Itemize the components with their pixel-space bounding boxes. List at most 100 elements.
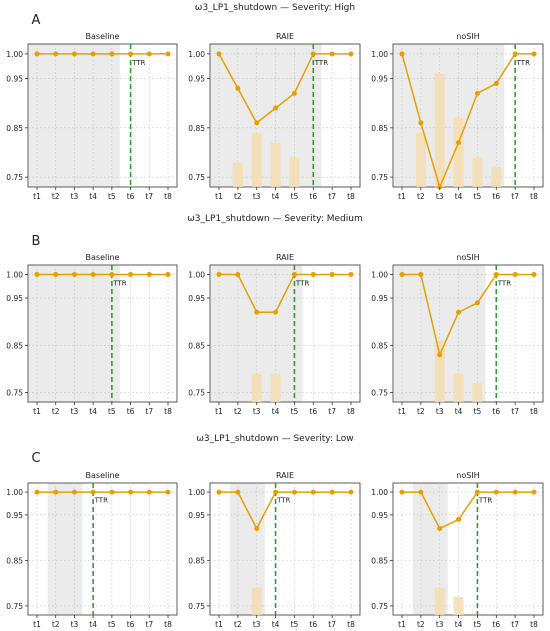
x-tick-label: t5: [291, 407, 299, 416]
data-point: [474, 300, 480, 306]
data-point: [216, 51, 222, 57]
series-line: [401, 53, 534, 190]
x-tick-label: t7: [145, 620, 153, 629]
x-tick-label: t8: [164, 620, 172, 629]
bar: [472, 383, 483, 402]
x-tick-label: t4: [455, 192, 463, 201]
data-point: [235, 85, 241, 91]
y-tick-label: 0.85: [6, 556, 23, 565]
data-point: [165, 51, 171, 57]
y-tick-label: 0.75: [371, 602, 388, 611]
bar: [232, 162, 243, 187]
data-point: [456, 309, 462, 315]
data-point: [254, 120, 260, 126]
y-tick-label: 0.95: [371, 75, 388, 84]
data-point: [273, 489, 279, 495]
x-tick-label: t7: [511, 192, 519, 201]
x-tick-label: t4: [89, 407, 97, 416]
data-point: [512, 489, 518, 495]
data-point: [128, 51, 134, 57]
data-point: [348, 51, 354, 57]
x-tick-label: t4: [455, 407, 463, 416]
series-line: [402, 491, 534, 530]
subplot-nosih: TTR noSIH 1.00 0.95 0.85 0.75 t1 t2 t3 t4 t5 t6 t7 t8: [371, 471, 544, 629]
x-tick-label: t7: [511, 407, 519, 416]
y-tick-label: 0.75: [188, 602, 205, 611]
subplot-title: RAIE: [276, 253, 294, 262]
data-point: [128, 271, 134, 277]
y-tick-label: 0.95: [188, 294, 205, 303]
bar: [251, 132, 262, 187]
x-tick-label: t5: [291, 620, 299, 629]
panel-letter: C: [31, 451, 40, 466]
disruption-window: [47, 483, 83, 615]
x-tick-label: t6: [492, 192, 500, 201]
x-tick-label: t7: [145, 407, 153, 416]
x-tick-label: t2: [417, 620, 425, 629]
panel-letter: A: [32, 13, 41, 28]
data-point: [34, 51, 40, 57]
y-tick-label: 0.75: [188, 389, 205, 398]
x-tick-label: t5: [108, 192, 116, 201]
x-tick-label: t2: [52, 192, 60, 201]
data-point: [291, 90, 297, 96]
x-tick-label: t8: [347, 620, 355, 629]
data-point: [71, 489, 77, 495]
data-point: [418, 271, 424, 277]
subplot-title: noSIH: [456, 471, 479, 480]
data-point: [273, 105, 279, 111]
bar: [434, 340, 445, 402]
bar: [453, 117, 464, 187]
data-point: [310, 51, 316, 57]
data-point: [254, 526, 260, 532]
data-point: [399, 271, 405, 277]
x-tick-label: t6: [127, 407, 135, 416]
disruption-window: [394, 44, 505, 187]
y-tick-label: 0.95: [6, 75, 23, 84]
y-tick-label: 0.75: [6, 173, 23, 182]
x-tick-label: t4: [89, 192, 97, 201]
data-point: [165, 489, 171, 495]
ttr-label: TTR: [131, 59, 145, 67]
panel-title: ω3_LP1_shutdown — Severity: High: [195, 3, 355, 13]
y-tick-label: 1.00: [6, 50, 23, 59]
x-tick-label: t1: [398, 407, 406, 416]
subplot-title: RAIE: [276, 32, 294, 41]
y-tick-label: 1.00: [371, 270, 388, 279]
bar: [453, 596, 464, 615]
x-tick-label: t1: [33, 192, 41, 201]
data-point: [216, 489, 222, 495]
bar: [491, 167, 502, 187]
y-tick-label: 0.85: [188, 124, 205, 133]
subplot-raie: TTR RAIE 1.00 0.95 0.85 0.75 t1 t2 t3 t4 t5 t6 t7 t8: [188, 471, 361, 629]
ttr-label: TTR: [112, 279, 126, 287]
x-tick-label: t5: [108, 620, 116, 629]
data-point: [399, 51, 405, 57]
x-tick-label: t8: [347, 192, 355, 201]
data-point: [329, 271, 335, 277]
subplot-title: Baseline: [86, 471, 120, 480]
y-tick-label: 0.85: [188, 556, 205, 565]
ttr-label: TTR: [478, 497, 492, 505]
series-line: [219, 491, 351, 531]
panel-c: ω3_LP1_shutdown — Severity: Low C TTR Basel…: [6, 434, 544, 629]
y-tick-label: 0.95: [188, 75, 205, 84]
x-tick-label: t2: [234, 192, 242, 201]
y-tick-label: 0.95: [188, 511, 205, 520]
subplot-nosih: TTR noSIH 1.00 0.95 0.85 0.75 t1 t2 t3 t4 t5 t6 t7 t8: [371, 32, 544, 201]
bar: [270, 142, 281, 187]
data-point: [53, 51, 59, 57]
x-tick-label: t4: [272, 407, 280, 416]
series-line: [402, 273, 534, 358]
bar: [415, 132, 426, 187]
data-point: [90, 489, 96, 495]
subplot-baseline: TTR Baseline 1.00 0.95 0.85 0.75 t1 t2 t3 t4 t5 t6 t…: [6, 32, 178, 201]
data-point: [329, 51, 335, 57]
y-tick-label: 0.75: [6, 602, 23, 611]
data-point: [34, 489, 40, 495]
y-tick-label: 1.00: [6, 270, 23, 279]
x-tick-label: t6: [492, 407, 500, 416]
data-point: [146, 489, 152, 495]
x-tick-label: t6: [309, 192, 317, 201]
x-tick-label: t8: [530, 192, 538, 201]
